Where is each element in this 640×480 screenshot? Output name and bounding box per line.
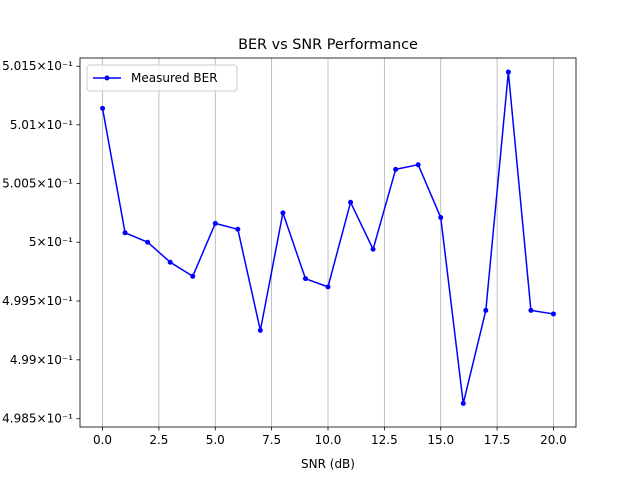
y-tick-label: 5.015×10⁻¹ bbox=[2, 59, 73, 73]
data-point bbox=[280, 210, 286, 216]
x-axis-title: SNR (dB) bbox=[301, 457, 355, 471]
data-point bbox=[100, 105, 106, 111]
data-point bbox=[122, 230, 128, 236]
x-tick-label: 2.5 bbox=[149, 433, 168, 447]
data-point bbox=[505, 69, 511, 75]
x-tick-label: 17.5 bbox=[484, 433, 511, 447]
data-point bbox=[460, 400, 466, 406]
data-point bbox=[370, 246, 376, 252]
x-tick-label: 10.0 bbox=[315, 433, 342, 447]
legend-label: Measured BER bbox=[131, 71, 218, 85]
data-point bbox=[483, 307, 489, 313]
y-tick-label: 4.995×10⁻¹ bbox=[2, 294, 73, 308]
y-axis-ticks: 4.985×10⁻¹ 4.99×10⁻¹ 4.995×10⁻¹ 5×10⁻¹ 5.005… bbox=[2, 59, 80, 426]
x-tick-label: 20.0 bbox=[540, 433, 567, 447]
data-point bbox=[550, 311, 556, 317]
x-gridlines bbox=[102, 58, 554, 427]
data-point bbox=[190, 273, 196, 279]
data-point bbox=[415, 162, 421, 168]
x-tick-label: 15.0 bbox=[427, 433, 454, 447]
data-point bbox=[325, 284, 331, 290]
data-point bbox=[393, 166, 399, 172]
data-point bbox=[212, 220, 218, 226]
data-point bbox=[235, 226, 241, 232]
data-point bbox=[167, 259, 173, 265]
x-tick-label: 0.0 bbox=[93, 433, 112, 447]
x-tick-label: 12.5 bbox=[371, 433, 398, 447]
x-axis-ticks: 0.0 2.5 5.0 7.5 10.0 12.5 15.0 17.5 20.0 bbox=[93, 427, 567, 447]
chart-title: BER vs SNR Performance bbox=[238, 37, 418, 53]
data-point bbox=[438, 215, 444, 221]
y-tick-label: 5.01×10⁻¹ bbox=[10, 118, 73, 132]
data-point bbox=[302, 276, 308, 282]
x-tick-label: 7.5 bbox=[262, 433, 281, 447]
series-layer bbox=[100, 69, 556, 406]
y-tick-label: 5×10⁻¹ bbox=[29, 235, 73, 249]
data-point bbox=[348, 199, 354, 205]
data-point bbox=[528, 307, 534, 313]
legend-marker-swatch bbox=[104, 75, 110, 81]
y-tick-label: 4.99×10⁻¹ bbox=[10, 353, 73, 367]
data-point bbox=[257, 327, 263, 333]
x-tick-label: 5.0 bbox=[206, 433, 225, 447]
y-tick-label: 4.985×10⁻¹ bbox=[2, 412, 73, 426]
y-tick-label: 5.005×10⁻¹ bbox=[2, 176, 73, 190]
data-point bbox=[145, 239, 151, 245]
legend-box bbox=[86, 64, 238, 92]
legend: Measured BER bbox=[86, 64, 238, 92]
